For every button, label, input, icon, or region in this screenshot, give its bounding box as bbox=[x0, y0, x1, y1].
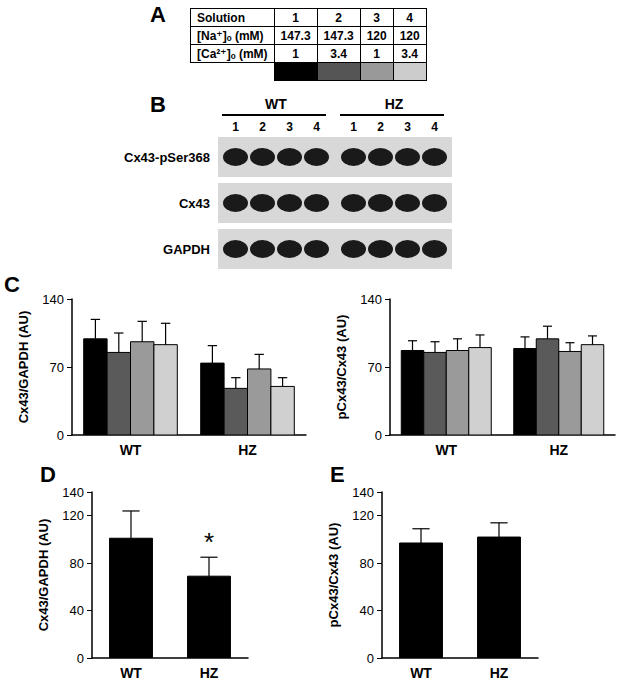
html-text:3.4: 3.4 bbox=[330, 46, 347, 61]
svg-text:0: 0 bbox=[77, 651, 84, 666]
svg-text:3: 3 bbox=[404, 120, 411, 134]
html-text:[Na⁺]ₒ (mM): [Na⁺]ₒ (mM) bbox=[197, 28, 264, 43]
svg-text:HZ: HZ bbox=[549, 442, 568, 458]
svg-text:2: 2 bbox=[377, 120, 384, 134]
svg-text:40: 40 bbox=[360, 603, 374, 618]
svg-text:HZ: HZ bbox=[385, 96, 404, 112]
html-text:147.3: 147.3 bbox=[323, 28, 354, 43]
svg-text:0: 0 bbox=[57, 428, 64, 443]
svg-text:0: 0 bbox=[367, 651, 374, 666]
html-text:B: B bbox=[150, 92, 166, 117]
html-text:A: A bbox=[150, 2, 166, 27]
svg-text:WT: WT bbox=[410, 665, 432, 681]
svg-text:80: 80 bbox=[360, 556, 374, 571]
html-text:120: 120 bbox=[399, 28, 420, 43]
svg-text:2: 2 bbox=[259, 120, 266, 134]
svg-text:WT: WT bbox=[120, 665, 142, 681]
svg-text:4: 4 bbox=[431, 120, 438, 134]
svg-text:70: 70 bbox=[368, 360, 382, 375]
svg-text:4: 4 bbox=[313, 120, 320, 134]
svg-text:Cx43-pSer368: Cx43-pSer368 bbox=[124, 150, 210, 165]
html-text:120: 120 bbox=[366, 28, 387, 43]
svg-text:70: 70 bbox=[50, 360, 64, 375]
html-text:1: 1 bbox=[292, 10, 299, 25]
html-text:3.4: 3.4 bbox=[401, 46, 418, 61]
svg-text:Cx43: Cx43 bbox=[179, 196, 210, 211]
svg-text:80: 80 bbox=[70, 556, 84, 571]
svg-text:GAPDH: GAPDH bbox=[163, 242, 210, 257]
svg-text:1: 1 bbox=[232, 120, 239, 134]
svg-text:120: 120 bbox=[352, 508, 374, 523]
html-text:D: D bbox=[40, 462, 56, 487]
svg-text:WT: WT bbox=[435, 442, 457, 458]
html-text:147.3: 147.3 bbox=[280, 28, 311, 43]
svg-text:WT: WT bbox=[120, 442, 142, 458]
html-text:2: 2 bbox=[335, 10, 342, 25]
html-text:1: 1 bbox=[292, 46, 299, 61]
html-text:Solution: Solution bbox=[197, 10, 245, 25]
svg-text:HZ: HZ bbox=[200, 665, 219, 681]
svg-text:140: 140 bbox=[352, 485, 374, 500]
svg-text:WT: WT bbox=[265, 96, 287, 112]
svg-text:Cx43/GAPDH (AU): Cx43/GAPDH (AU) bbox=[16, 311, 31, 424]
svg-text:HZ: HZ bbox=[238, 442, 257, 458]
html-text:4: 4 bbox=[406, 10, 413, 25]
html-text:C: C bbox=[4, 272, 20, 297]
svg-text:Cx43/GAPDH (AU): Cx43/GAPDH (AU) bbox=[36, 519, 51, 632]
svg-text:140: 140 bbox=[42, 292, 64, 307]
svg-text:pCx43/Cx43 (AU): pCx43/Cx43 (AU) bbox=[326, 523, 341, 628]
svg-text:*: * bbox=[204, 527, 214, 557]
svg-text:120: 120 bbox=[62, 508, 84, 523]
svg-text:1: 1 bbox=[350, 120, 357, 134]
svg-text:140: 140 bbox=[62, 485, 84, 500]
svg-text:40: 40 bbox=[70, 603, 84, 618]
html-text:E: E bbox=[330, 462, 345, 487]
html-text:1: 1 bbox=[373, 46, 380, 61]
svg-text:3: 3 bbox=[286, 120, 293, 134]
svg-text:0: 0 bbox=[375, 428, 382, 443]
svg-text:pCx43/Cx43 (AU): pCx43/Cx43 (AU) bbox=[334, 315, 349, 420]
svg-text:140: 140 bbox=[360, 292, 382, 307]
html-text:3: 3 bbox=[373, 10, 380, 25]
svg-text:HZ: HZ bbox=[490, 665, 509, 681]
html-text:[Ca²⁺]ₒ (mM): [Ca²⁺]ₒ (mM) bbox=[197, 46, 268, 61]
